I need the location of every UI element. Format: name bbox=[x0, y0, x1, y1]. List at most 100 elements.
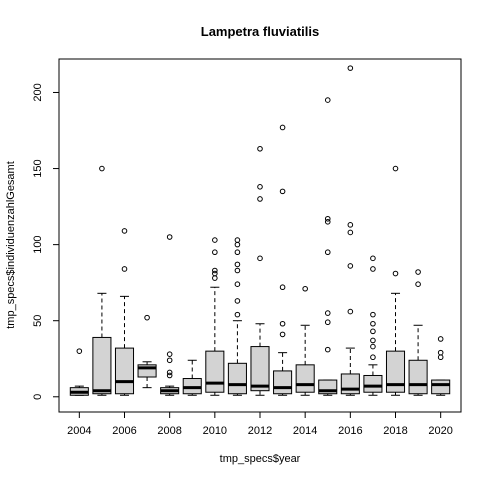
box-2015 bbox=[318, 97, 338, 396]
outlier-point bbox=[324, 346, 331, 353]
outlier-point bbox=[166, 369, 173, 376]
outlier-point bbox=[212, 267, 218, 274]
x-tick-label: 2006 bbox=[112, 425, 136, 437]
outlier-point bbox=[166, 357, 173, 364]
box-2013 bbox=[273, 124, 293, 396]
x-axis-label: tmp_specs$year bbox=[220, 453, 301, 465]
outlier-point bbox=[257, 255, 263, 262]
iqr-box bbox=[340, 373, 360, 395]
outlier-point bbox=[234, 311, 241, 318]
iqr-box bbox=[205, 350, 225, 393]
y-tick-label: 150 bbox=[32, 159, 44, 177]
outlier-point bbox=[212, 275, 218, 281]
outlier-point bbox=[415, 281, 421, 287]
y-tick-label: 0 bbox=[32, 394, 44, 400]
outlier-point bbox=[415, 269, 421, 275]
outlier-point bbox=[234, 261, 241, 268]
outlier-point bbox=[99, 165, 105, 172]
outlier-point bbox=[324, 249, 331, 256]
iqr-box bbox=[385, 350, 406, 393]
box-2019 bbox=[408, 269, 428, 396]
outlier-point bbox=[370, 337, 376, 344]
outlier-point bbox=[279, 188, 286, 195]
iqr-box bbox=[182, 378, 202, 395]
outlier-point bbox=[347, 308, 354, 315]
x-axis: 2004 2006 2008 2010 2012 2014 2016 2018 2020 bbox=[67, 411, 453, 437]
outlier-point bbox=[234, 298, 241, 304]
outlier-point bbox=[347, 65, 354, 71]
box-2012 bbox=[250, 145, 270, 396]
outlier-point bbox=[437, 336, 444, 342]
outlier-point bbox=[212, 249, 218, 256]
x-tick-label: 2004 bbox=[67, 425, 91, 437]
outlier-point bbox=[324, 310, 331, 316]
y-axis-label: tmp_specs$individuenzahlGesamt bbox=[5, 161, 17, 329]
outlier-point bbox=[302, 285, 308, 292]
box-2017 bbox=[363, 255, 383, 396]
outlier-point bbox=[144, 314, 150, 321]
x-tick-label: 2010 bbox=[203, 425, 227, 437]
outlier-point bbox=[234, 249, 241, 256]
box-2016 bbox=[340, 65, 360, 396]
outlier-point bbox=[370, 354, 376, 361]
x-tick-label: 2020 bbox=[428, 425, 452, 437]
box-2007 bbox=[137, 314, 157, 389]
x-tick-label: 2008 bbox=[157, 425, 181, 437]
box-2011 bbox=[227, 237, 247, 396]
outlier-point bbox=[166, 234, 173, 240]
outlier-point bbox=[121, 228, 128, 234]
box-2018 bbox=[385, 165, 406, 396]
iqr-box bbox=[408, 359, 428, 395]
y-axis: 0 50 100 150 200 bbox=[32, 83, 60, 400]
box-2009 bbox=[182, 359, 202, 396]
iqr-box bbox=[114, 347, 135, 395]
outlier-point bbox=[279, 320, 286, 327]
outlier-point bbox=[370, 311, 376, 318]
boxes-group bbox=[69, 65, 451, 396]
outlier-point bbox=[324, 219, 331, 225]
x-tick-label: 2018 bbox=[383, 425, 407, 437]
outlier-point bbox=[212, 237, 218, 243]
x-tick-label: 2014 bbox=[293, 425, 317, 437]
outlier-point bbox=[166, 351, 173, 357]
box-2004 bbox=[69, 348, 89, 396]
outlier-point bbox=[437, 354, 444, 361]
outlier-point bbox=[257, 145, 263, 152]
outlier-point bbox=[121, 266, 128, 272]
outlier-point bbox=[279, 331, 286, 338]
outlier-point bbox=[279, 284, 286, 291]
outlier-point bbox=[166, 372, 173, 379]
iqr-box bbox=[227, 362, 247, 395]
outlier-point bbox=[392, 270, 399, 277]
box-2014 bbox=[295, 285, 315, 396]
outlier-point bbox=[234, 281, 241, 287]
outlier-point bbox=[370, 343, 376, 350]
outlier-point bbox=[257, 196, 263, 202]
outlier-point bbox=[324, 319, 331, 326]
iqr-box bbox=[92, 336, 112, 395]
outlier-point bbox=[347, 229, 354, 236]
y-tick-label: 50 bbox=[32, 315, 44, 327]
outlier-point bbox=[370, 320, 376, 327]
iqr-box bbox=[295, 364, 315, 393]
outlier-point bbox=[234, 237, 241, 243]
box-2020 bbox=[431, 336, 451, 396]
outlier-point bbox=[279, 124, 286, 131]
outlier-point bbox=[370, 255, 376, 262]
box-2005 bbox=[92, 165, 112, 396]
outlier-point bbox=[234, 267, 241, 274]
iqr-box bbox=[250, 346, 270, 392]
outlier-point bbox=[347, 222, 354, 228]
box-2006 bbox=[114, 228, 135, 396]
iqr-box bbox=[273, 370, 293, 395]
y-tick-label: 200 bbox=[32, 83, 44, 101]
outlier-point bbox=[392, 165, 399, 172]
outlier-point bbox=[370, 266, 376, 272]
outlier-point bbox=[234, 241, 241, 248]
iqr-box bbox=[431, 379, 451, 395]
outlier-point bbox=[437, 349, 444, 356]
outlier-point bbox=[370, 328, 376, 335]
y-tick-label: 100 bbox=[32, 235, 44, 253]
